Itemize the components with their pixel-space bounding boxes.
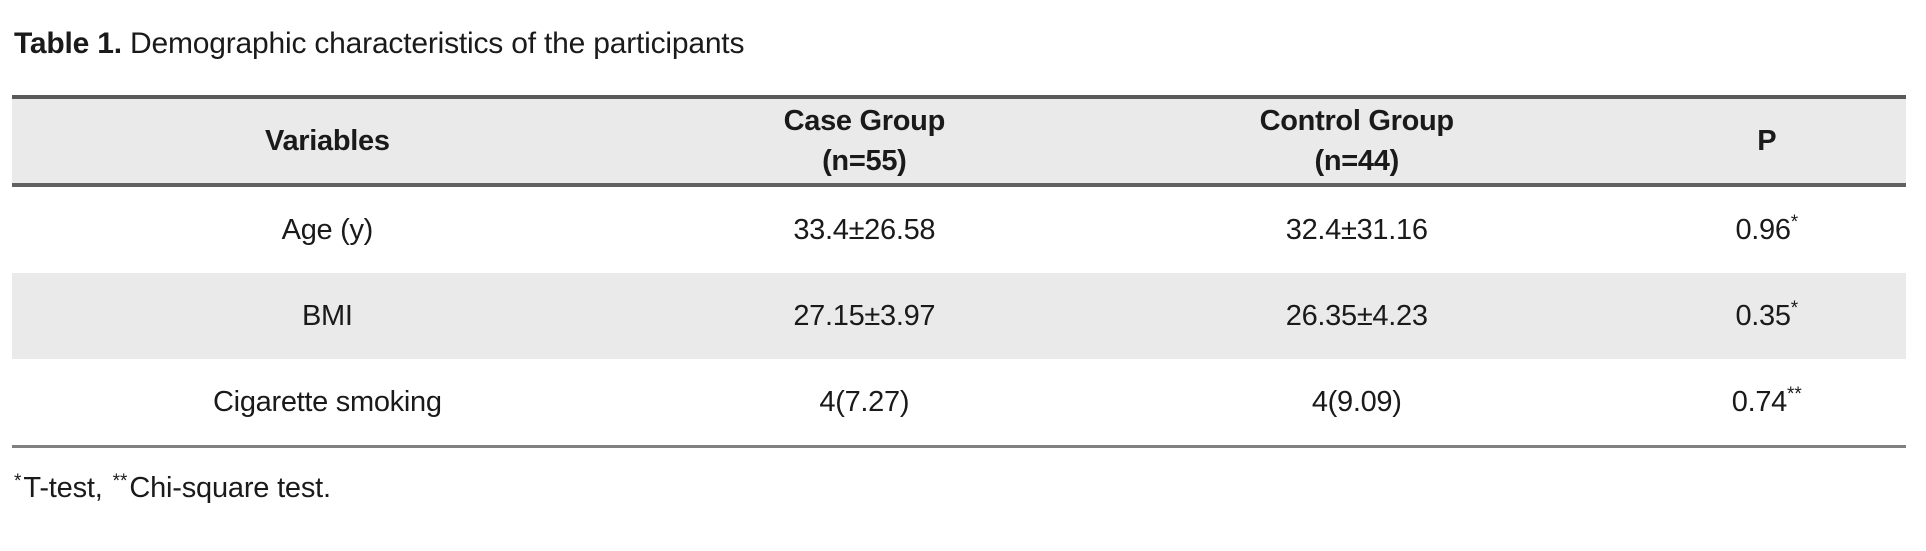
p-value: 0.74 bbox=[1731, 385, 1788, 418]
col-header-control-group-line1: Control Group bbox=[1259, 105, 1455, 137]
col-header-case-group-line2: (n=55) bbox=[822, 145, 907, 178]
cell-variable: Cigarette smoking bbox=[213, 385, 442, 418]
col-header-case-group: Case Group (n=55) bbox=[642, 97, 1086, 188]
footnote-segment-ttest: *T-test, bbox=[14, 470, 103, 505]
cell-control-value: 32.4±31.16 bbox=[1285, 213, 1428, 246]
table-caption: Table 1. Demographic characteristics of … bbox=[14, 26, 1926, 62]
table-caption-text: Demographic characteristics of the parti… bbox=[121, 27, 745, 60]
col-header-control-group: Control Group (n=44) bbox=[1085, 97, 1628, 188]
cell-variable: BMI bbox=[302, 299, 353, 332]
p-value: 0.96 bbox=[1735, 213, 1791, 246]
cell-case-value: 27.15±3.97 bbox=[793, 299, 936, 332]
table-row-cigarette-smoking: Cigarette smoking 4(7.27) 4(9.09) 0.74** bbox=[12, 359, 1906, 447]
table-body: Age (y) 33.4±26.58 32.4±31.16 0.96* BMI … bbox=[12, 185, 1906, 447]
col-header-control-group-line2: (n=44) bbox=[1314, 145, 1400, 178]
demographics-table: Variables Case Group (n=55) Control Grou… bbox=[12, 95, 1906, 449]
cell-p-value: 0.96* bbox=[1628, 185, 1906, 273]
p-value-marker: * bbox=[1790, 212, 1799, 234]
table-row-age: Age (y) 33.4±26.58 32.4±31.16 0.96* bbox=[12, 185, 1906, 273]
cell-case-value: 33.4±26.58 bbox=[793, 213, 936, 246]
col-header-case-group-line1: Case Group bbox=[783, 105, 946, 137]
table-header: Variables Case Group (n=55) Control Grou… bbox=[12, 97, 1906, 188]
table-caption-number: Table 1. bbox=[14, 27, 122, 60]
p-value-marker: * bbox=[1790, 298, 1799, 320]
footnote-label-chisquare: Chi-square test. bbox=[129, 472, 331, 505]
footnote-marker-single-asterisk: * bbox=[14, 470, 22, 492]
footnote-marker-double-asterisk: ** bbox=[112, 470, 128, 492]
col-header-p: P bbox=[1627, 97, 1906, 188]
col-header-variables: Variables bbox=[12, 97, 643, 188]
footnote-label-ttest: T-test, bbox=[23, 472, 103, 505]
cell-variable: Age (y) bbox=[281, 213, 374, 246]
paper-table-page: Table 1. Demographic characteristics of … bbox=[0, 26, 1926, 551]
col-header-variables-line1: Variables bbox=[265, 125, 390, 157]
p-value: 0.35 bbox=[1735, 299, 1791, 332]
p-value-marker: ** bbox=[1787, 384, 1802, 406]
table-footnote: *T-test, **Chi-square test. bbox=[14, 470, 1926, 505]
col-header-p-line1: P bbox=[1757, 125, 1777, 157]
cell-p-value: 0.35* bbox=[1628, 273, 1906, 359]
cell-control-value: 4(9.09) bbox=[1311, 385, 1402, 418]
cell-case-value: 4(7.27) bbox=[819, 385, 910, 418]
header-row: Variables Case Group (n=55) Control Grou… bbox=[12, 97, 1906, 188]
cell-control-value: 26.35±4.23 bbox=[1285, 299, 1428, 332]
footnote-segment-chisquare: **Chi-square test. bbox=[112, 470, 331, 505]
table-row-bmi: BMI 27.15±3.97 26.35±4.23 0.35* bbox=[12, 273, 1906, 360]
cell-p-value: 0.74** bbox=[1628, 359, 1906, 447]
